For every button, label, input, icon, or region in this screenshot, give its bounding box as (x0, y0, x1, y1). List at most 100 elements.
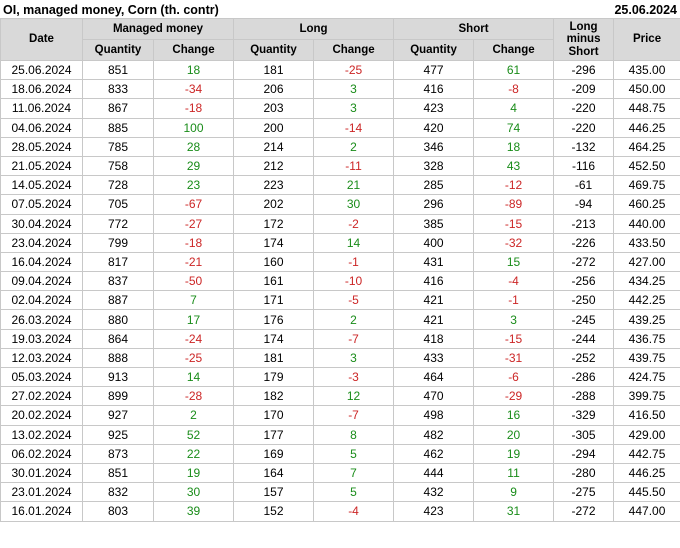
cell-long-minus-short: -250 (553, 290, 615, 311)
cell-mm-quantity: 833 (82, 79, 154, 100)
cell-long-change: -10 (313, 271, 395, 292)
table-row: 23.04.2024 799 -18 174 14 400 -32 -226 433.50 (0, 232, 680, 253)
cell-short-quantity: 431 (393, 251, 475, 273)
cell-date: 04.06.2024 (0, 117, 83, 138)
table-row: 21.05.2024 758 29 212 -11 328 43 -116 452.50 (0, 155, 680, 177)
cell-price: 469.75 (613, 175, 680, 196)
cell-short-change: -1 (473, 290, 555, 311)
cell-long-quantity: 152 (233, 501, 315, 522)
cell-short-quantity: 296 (393, 194, 475, 215)
cell-short-quantity: 385 (393, 213, 475, 234)
cot-data-table: Date Managed money Long Short Long minus… (0, 18, 680, 522)
cell-price: 439.75 (613, 347, 680, 369)
cell-date: 30.04.2024 (0, 213, 83, 234)
table-row: 07.05.2024 705 -67 202 30 296 -89 -94 460.25 (0, 194, 680, 215)
cell-price: 435.00 (613, 59, 680, 81)
cell-date: 07.05.2024 (0, 194, 83, 215)
cell-short-change: 11 (473, 462, 555, 484)
cell-mm-quantity: 887 (82, 290, 154, 311)
cell-long-minus-short: -244 (553, 328, 615, 349)
table-row: 11.06.2024 867 -18 203 3 423 4 -220 448.75 (0, 98, 680, 119)
cell-long-change: -7 (313, 405, 395, 426)
table-row: 16.01.2024 803 39 152 -4 423 31 -272 447.00 (0, 501, 680, 522)
cell-mm-quantity: 867 (82, 98, 154, 119)
header-short-quantity: Quantity (393, 39, 475, 61)
cell-mm-quantity: 758 (82, 155, 154, 177)
cell-price: 464.25 (613, 136, 680, 157)
cell-mm-change: -67 (152, 194, 235, 215)
cell-long-minus-short: -132 (553, 136, 615, 157)
cell-price: 450.00 (613, 79, 680, 100)
cell-long-change: -5 (313, 290, 395, 311)
cell-long-minus-short: -226 (553, 232, 615, 253)
cell-short-change: 4 (473, 98, 555, 119)
cell-date: 25.06.2024 (0, 59, 83, 81)
cell-price: 433.50 (613, 232, 680, 253)
header-group-short: Short (393, 18, 555, 40)
cell-mm-quantity: 799 (82, 232, 154, 253)
cell-date: 20.02.2024 (0, 405, 83, 426)
table-row: 26.03.2024 880 17 176 2 421 3 -245 439.25 (0, 309, 680, 330)
cell-long-quantity: 223 (233, 175, 315, 196)
cell-long-minus-short: -256 (553, 271, 615, 292)
table-row: 09.04.2024 837 -50 161 -10 416 -4 -256 434.25 (0, 271, 680, 292)
cell-price: 434.25 (613, 271, 680, 292)
cell-long-minus-short: -252 (553, 347, 615, 369)
cell-mm-quantity: 913 (82, 366, 154, 388)
table-row: 30.04.2024 772 -27 172 -2 385 -15 -213 440.00 (0, 213, 680, 234)
cell-date: 11.06.2024 (0, 98, 83, 119)
cell-long-quantity: 176 (233, 309, 315, 330)
cell-date: 21.05.2024 (0, 155, 83, 177)
cell-price: 427.00 (613, 251, 680, 273)
cell-short-quantity: 470 (393, 386, 475, 407)
header-long-change: Change (313, 39, 395, 61)
header-long-minus-short: Long minus Short (553, 18, 615, 61)
cell-short-quantity: 328 (393, 155, 475, 177)
cell-short-quantity: 464 (393, 366, 475, 388)
cell-price: 446.25 (613, 462, 680, 484)
cell-mm-change: -24 (152, 328, 235, 349)
cell-date: 06.02.2024 (0, 443, 83, 464)
cell-date: 16.04.2024 (0, 251, 83, 273)
cell-short-change: 9 (473, 482, 555, 503)
cell-short-change: 19 (473, 443, 555, 464)
cell-mm-change: -27 (152, 213, 235, 234)
cell-short-quantity: 421 (393, 309, 475, 330)
cell-long-change: -25 (313, 59, 395, 81)
cell-price: 416.50 (613, 405, 680, 426)
cell-mm-change: 7 (152, 290, 235, 311)
cell-long-minus-short: -296 (553, 59, 615, 81)
table-row: 25.06.2024 851 18 181 -25 477 61 -296 435.00 (0, 59, 680, 81)
cell-long-minus-short: -329 (553, 405, 615, 426)
cell-price: 436.75 (613, 328, 680, 349)
cell-long-change: 14 (313, 232, 395, 253)
cell-mm-quantity: 772 (82, 213, 154, 234)
cell-mm-change: -50 (152, 271, 235, 292)
cell-long-change: -2 (313, 213, 395, 234)
cell-mm-change: 18 (152, 59, 235, 81)
cell-long-quantity: 172 (233, 213, 315, 234)
cell-long-minus-short: -280 (553, 462, 615, 484)
cell-short-change: -15 (473, 328, 555, 349)
cell-long-change: -11 (313, 155, 395, 177)
cell-long-minus-short: -286 (553, 366, 615, 388)
cell-long-quantity: 181 (233, 59, 315, 81)
table-row: 18.06.2024 833 -34 206 3 416 -8 -209 450.00 (0, 79, 680, 100)
cell-short-quantity: 416 (393, 79, 475, 100)
cell-price: 446.25 (613, 117, 680, 138)
cell-price: 442.75 (613, 443, 680, 464)
cell-short-quantity: 477 (393, 59, 475, 81)
cell-long-change: 8 (313, 424, 395, 445)
cell-long-quantity: 177 (233, 424, 315, 445)
cell-price: 440.00 (613, 213, 680, 234)
cell-short-quantity: 482 (393, 424, 475, 445)
cell-long-quantity: 203 (233, 98, 315, 119)
cell-mm-change: -18 (152, 232, 235, 253)
cell-date: 18.06.2024 (0, 79, 83, 100)
cell-long-change: 5 (313, 482, 395, 503)
cell-long-quantity: 170 (233, 405, 315, 426)
cell-price: 445.50 (613, 482, 680, 503)
cell-long-change: -4 (313, 501, 395, 522)
cell-short-quantity: 416 (393, 271, 475, 292)
cell-long-quantity: 182 (233, 386, 315, 407)
